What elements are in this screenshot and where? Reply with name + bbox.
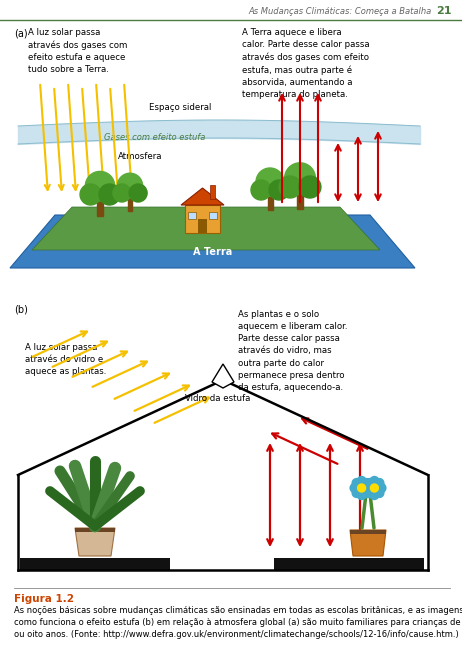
- Bar: [210, 185, 215, 199]
- Text: Espaço sideral: Espaço sideral: [149, 103, 211, 112]
- Text: As noções básicas sobre mudanças climáticas são ensinadas em todas as escolas br: As noções básicas sobre mudanças climáti…: [14, 606, 462, 640]
- Text: 21: 21: [437, 6, 452, 16]
- Circle shape: [285, 163, 316, 193]
- Circle shape: [370, 490, 379, 500]
- Bar: [267, 192, 273, 210]
- Text: A luz solar passa
através do vidro e
aquece as plantas.: A luz solar passa através do vidro e aqu…: [25, 343, 106, 376]
- Bar: [185, 205, 220, 233]
- Text: Figura 1.2: Figura 1.2: [14, 594, 74, 604]
- Polygon shape: [75, 528, 115, 556]
- Circle shape: [350, 484, 359, 492]
- Circle shape: [352, 488, 361, 498]
- Circle shape: [117, 173, 143, 199]
- Circle shape: [80, 184, 101, 205]
- Circle shape: [279, 176, 301, 198]
- Polygon shape: [10, 215, 415, 268]
- Circle shape: [358, 484, 365, 492]
- Circle shape: [256, 168, 284, 196]
- Circle shape: [85, 172, 115, 201]
- Text: Gases com efeito estufa: Gases com efeito estufa: [104, 133, 206, 141]
- Circle shape: [357, 490, 366, 500]
- Bar: [20, 558, 170, 570]
- Text: (a): (a): [14, 28, 28, 38]
- Circle shape: [251, 180, 271, 200]
- Circle shape: [299, 176, 321, 198]
- Polygon shape: [32, 207, 380, 250]
- Bar: [128, 195, 132, 211]
- Circle shape: [375, 478, 384, 488]
- Bar: [188, 212, 196, 219]
- Circle shape: [377, 484, 386, 492]
- Bar: [274, 558, 424, 570]
- Polygon shape: [212, 364, 234, 388]
- Bar: [297, 189, 303, 209]
- Bar: [97, 197, 103, 216]
- Circle shape: [370, 477, 379, 486]
- Circle shape: [375, 488, 384, 498]
- Circle shape: [362, 488, 371, 498]
- Text: (b): (b): [14, 305, 28, 315]
- Circle shape: [357, 477, 366, 486]
- Circle shape: [363, 484, 372, 492]
- Circle shape: [99, 184, 120, 205]
- Text: A Terra: A Terra: [194, 247, 233, 257]
- Text: As plantas e o solo
aquecem e liberam calor.
Parte desse calor passa
através do : As plantas e o solo aquecem e liberam ca…: [238, 310, 347, 392]
- Bar: [198, 219, 207, 233]
- Circle shape: [269, 180, 289, 200]
- Bar: [350, 530, 386, 534]
- Polygon shape: [350, 530, 386, 556]
- Bar: [209, 212, 217, 219]
- Bar: [75, 528, 115, 532]
- Text: Vidro da estufa: Vidro da estufa: [185, 394, 251, 403]
- Text: Atmosfera: Atmosfera: [118, 152, 163, 161]
- Circle shape: [113, 184, 131, 202]
- Circle shape: [129, 184, 147, 202]
- Circle shape: [352, 478, 361, 488]
- Circle shape: [365, 478, 374, 488]
- Text: A Terra aquece e libera
calor. Parte desse calor passa
através dos gases com efe: A Terra aquece e libera calor. Parte des…: [242, 28, 370, 99]
- Text: A luz solar passa
através dos gases com
efeito estufa e aquece
tudo sobre a Terr: A luz solar passa através dos gases com …: [28, 28, 128, 74]
- Circle shape: [371, 484, 378, 492]
- Polygon shape: [181, 188, 224, 205]
- Text: As Mudanças Climáticas: Começa a Batalha: As Mudanças Climáticas: Começa a Batalha: [249, 7, 432, 16]
- Circle shape: [362, 478, 371, 488]
- Circle shape: [364, 484, 373, 492]
- Circle shape: [365, 488, 374, 498]
